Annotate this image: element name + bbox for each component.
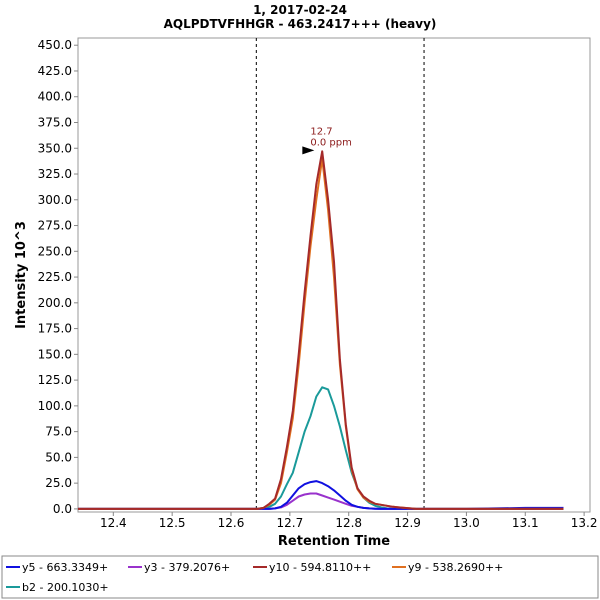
peak-marker-arrow [302, 146, 315, 155]
peak-boundaries [255, 38, 425, 512]
y-tick-label: 325.0 [38, 167, 72, 181]
x-axis: 12.4 12.5 12.6 12.7 12.8 12.9 13.0 13.1 13.2 [100, 512, 598, 530]
x-tick-label: 13.0 [453, 516, 480, 530]
series-line[interactable] [78, 150, 564, 510]
legend-label: y3 - 379.2076+ [144, 561, 230, 574]
y-tick-label: 225.0 [38, 270, 72, 284]
legend-item[interactable]: y10 - 594.8110++ [253, 561, 371, 574]
y-tick-label: 75.0 [45, 425, 72, 439]
legend-label: y10 - 594.8110++ [269, 561, 371, 574]
x-tick-label: 12.6 [218, 516, 245, 530]
legend-label: b2 - 200.1030+ [22, 581, 109, 594]
chart-title: 1, 2017-02-24 [253, 3, 347, 17]
y-tick-label: 350.0 [38, 141, 72, 155]
y-tick-label: 400.0 [38, 90, 72, 104]
y-tick-label: 100.0 [38, 399, 72, 413]
y-tick-label: 375.0 [38, 115, 72, 129]
legend: y5 - 663.3349+ y3 - 379.2076+ y10 - 594.81… [6, 561, 503, 594]
x-tick-label: 12.7 [277, 516, 304, 530]
x-tick-label: 13.1 [512, 516, 539, 530]
legend-label: y9 - 538.2690++ [408, 561, 503, 574]
peak-retention-label: 12.7 [310, 126, 332, 137]
legend-label: y5 - 663.3349+ [22, 561, 108, 574]
y-tick-label: 425.0 [38, 64, 72, 78]
y-tick-label: 125.0 [38, 373, 72, 387]
y-tick-label: 0.0 [53, 502, 72, 516]
y-tick-label: 150.0 [38, 347, 72, 361]
x-axis-label: Retention Time [278, 534, 390, 549]
legend-item[interactable]: y5 - 663.3349+ [6, 561, 108, 574]
y-tick-label: 250.0 [38, 244, 72, 258]
y-tick-label: 200.0 [38, 296, 72, 310]
y-tick-label: 275.0 [38, 219, 72, 233]
legend-item[interactable]: y3 - 379.2076+ [128, 561, 230, 574]
peak-ppm-label: 0.0 ppm [310, 137, 352, 148]
legend-item[interactable]: b2 - 200.1030+ [6, 581, 109, 594]
x-tick-label: 12.4 [100, 516, 127, 530]
legend-item[interactable]: y9 - 538.2690++ [392, 561, 503, 574]
y-axis: 0.0 25.0 50.0 75.0 100.0 125.0 150.0 175.0 200.0… [38, 38, 78, 516]
series-lines [78, 150, 564, 510]
y-tick-label: 175.0 [38, 322, 72, 336]
chart-subtitle: AQLPDTVFHHGR - 463.2417+++ (heavy) [164, 17, 437, 31]
y-tick-label: 450.0 [38, 38, 72, 52]
peak-annotation: 12.7 0.0 ppm [302, 126, 352, 155]
x-tick-label: 12.5 [159, 516, 186, 530]
y-axis-label: Intensity 10^3 [14, 221, 29, 329]
x-tick-label: 13.2 [571, 516, 598, 530]
legend-box [1, 555, 599, 599]
y-tick-label: 50.0 [45, 450, 72, 464]
y-tick-label: 25.0 [45, 476, 72, 490]
y-tick-label: 300.0 [38, 193, 72, 207]
x-tick-label: 12.8 [335, 516, 362, 530]
x-tick-label: 12.9 [394, 516, 421, 530]
